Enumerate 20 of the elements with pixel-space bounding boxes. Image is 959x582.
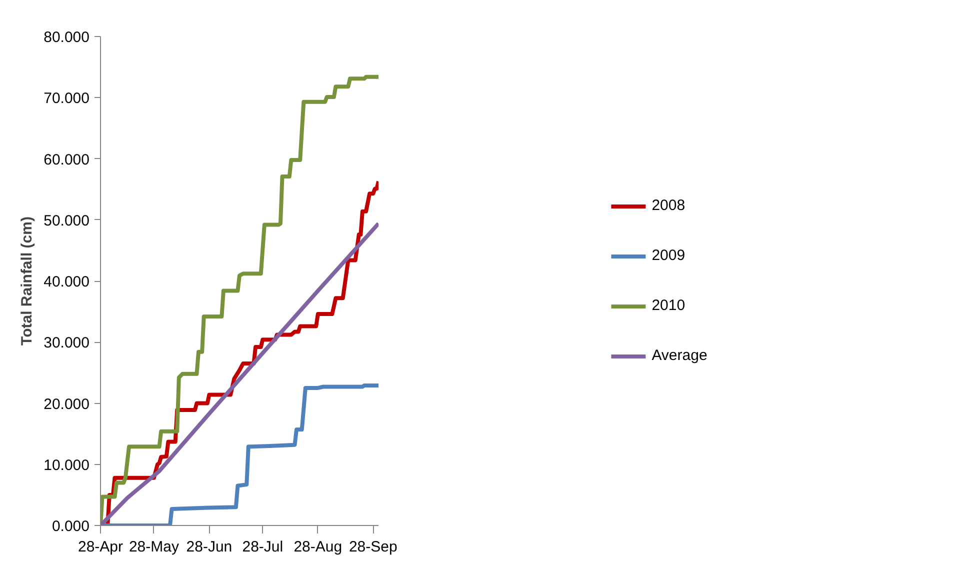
legend-label: 2008 [652,197,686,214]
x-tick-label: 28-Apr [78,538,124,556]
y-tick-label: 0.000 [52,518,90,535]
y-tick-label: 10.000 [44,456,90,474]
y-tick-label: 40.000 [44,274,90,290]
legend-label: 2009 [652,247,686,264]
legend-label: 2010 [652,297,686,314]
x-tick-label: 28-Aug [294,538,342,556]
y-tick-label: 60.000 [44,151,90,168]
y-tick-label: 30.000 [44,334,90,352]
y-tick-label: 20.000 [44,396,90,413]
x-tick-label: 28-Jul [242,538,284,556]
x-tick-label: 28-Jun [186,538,232,556]
y-axis-title: Total Rainfall (cm) [18,216,36,346]
y-tick-label: 80.000 [44,29,90,46]
x-tick-label: 28-May [128,538,180,556]
y-tick-label: 70.000 [44,90,90,108]
y-tick-label: 50.000 [44,212,90,230]
x-tick-label: 28-Sep [348,538,398,556]
legend-label: Average [652,347,708,364]
